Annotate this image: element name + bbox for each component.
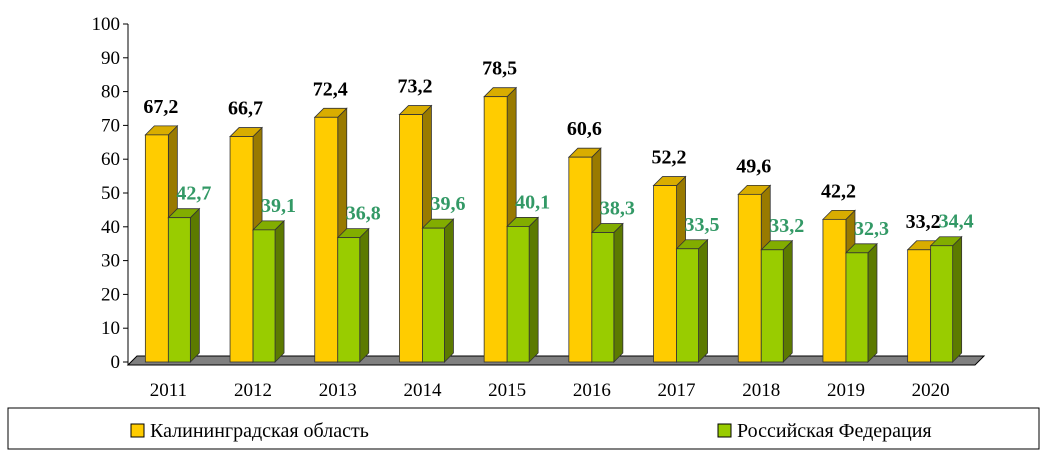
y-tick-label: 60: [101, 149, 120, 170]
bar: [653, 185, 677, 363]
bar-side: [359, 227, 370, 363]
legend-swatch: [717, 423, 732, 438]
data-label: 33,2: [906, 211, 941, 233]
bar: [930, 245, 954, 363]
bar: [822, 218, 847, 363]
bar: [167, 217, 191, 363]
data-label: 39,6: [430, 193, 465, 215]
y-tick-label: 100: [92, 14, 121, 35]
y-tick-label: 70: [101, 115, 120, 136]
bar: [591, 232, 615, 363]
data-label: 36,8: [346, 203, 381, 225]
data-label: 60,6: [567, 118, 602, 140]
bar: [399, 114, 423, 363]
data-label: 73,2: [397, 76, 432, 98]
legend-box: [7, 407, 1040, 450]
bar: [506, 226, 530, 363]
y-tick-label: 30: [101, 251, 120, 272]
data-label: 39,1: [261, 195, 296, 217]
bar: [483, 96, 508, 363]
data-label: 33,5: [685, 214, 720, 236]
data-label: 34,4: [939, 211, 974, 233]
x-tick-label: 2013: [319, 380, 357, 401]
y-tick-label: 10: [101, 318, 120, 339]
bar-side: [189, 207, 200, 363]
bar: [737, 193, 762, 363]
y-tick-label: 50: [101, 183, 120, 204]
data-label: 52,2: [652, 147, 687, 169]
y-tick-label: 80: [101, 82, 120, 103]
x-tick-label: 2017: [658, 380, 696, 401]
bar: [252, 229, 276, 363]
bar: [229, 136, 254, 363]
bar-side: [952, 235, 963, 363]
data-label: 78,5: [482, 58, 517, 80]
legend-label: Российская Федерация: [737, 420, 932, 442]
bar: [760, 249, 784, 363]
x-tick-label: 2015: [488, 380, 526, 401]
data-label: 72,4: [313, 78, 348, 100]
data-label: 33,2: [769, 215, 804, 237]
bar-side: [867, 242, 878, 363]
bar-side: [274, 219, 285, 363]
data-label: 40,1: [515, 191, 550, 213]
data-label: 42,7: [176, 183, 211, 205]
bar-side: [698, 238, 708, 363]
y-tick-label: 0: [111, 352, 121, 373]
bar: [845, 252, 869, 363]
x-tick-label: 2016: [573, 380, 611, 401]
data-label: 32,3: [854, 218, 889, 240]
x-tick-label: 2011: [150, 380, 187, 401]
data-label: 49,6: [736, 155, 771, 177]
data-label: 66,7: [228, 98, 263, 120]
x-tick-label: 2018: [742, 380, 780, 401]
bar-side: [613, 222, 624, 363]
bar: [314, 116, 339, 363]
legend-swatch: [130, 423, 145, 438]
bar: [144, 134, 169, 363]
x-tick-label: 2012: [234, 380, 272, 401]
data-label: 67,2: [143, 96, 178, 118]
bar-side: [444, 218, 454, 363]
legend-label: Калининградская область: [150, 420, 369, 442]
bar: [568, 156, 593, 363]
bar: [337, 237, 361, 363]
bar-side: [528, 216, 539, 363]
bar: [422, 227, 445, 363]
bar-side: [782, 239, 793, 363]
data-label: 42,2: [821, 180, 856, 202]
data-label: 38,3: [600, 198, 635, 220]
y-tick-label: 20: [101, 284, 120, 305]
x-tick-label: 2014: [403, 380, 442, 401]
bar: [676, 248, 699, 363]
x-tick-label: 2019: [827, 380, 865, 401]
x-tick-label: 2020: [912, 380, 950, 401]
y-tick-label: 40: [101, 217, 120, 238]
y-tick-label: 90: [101, 48, 120, 69]
bar: [907, 249, 932, 363]
